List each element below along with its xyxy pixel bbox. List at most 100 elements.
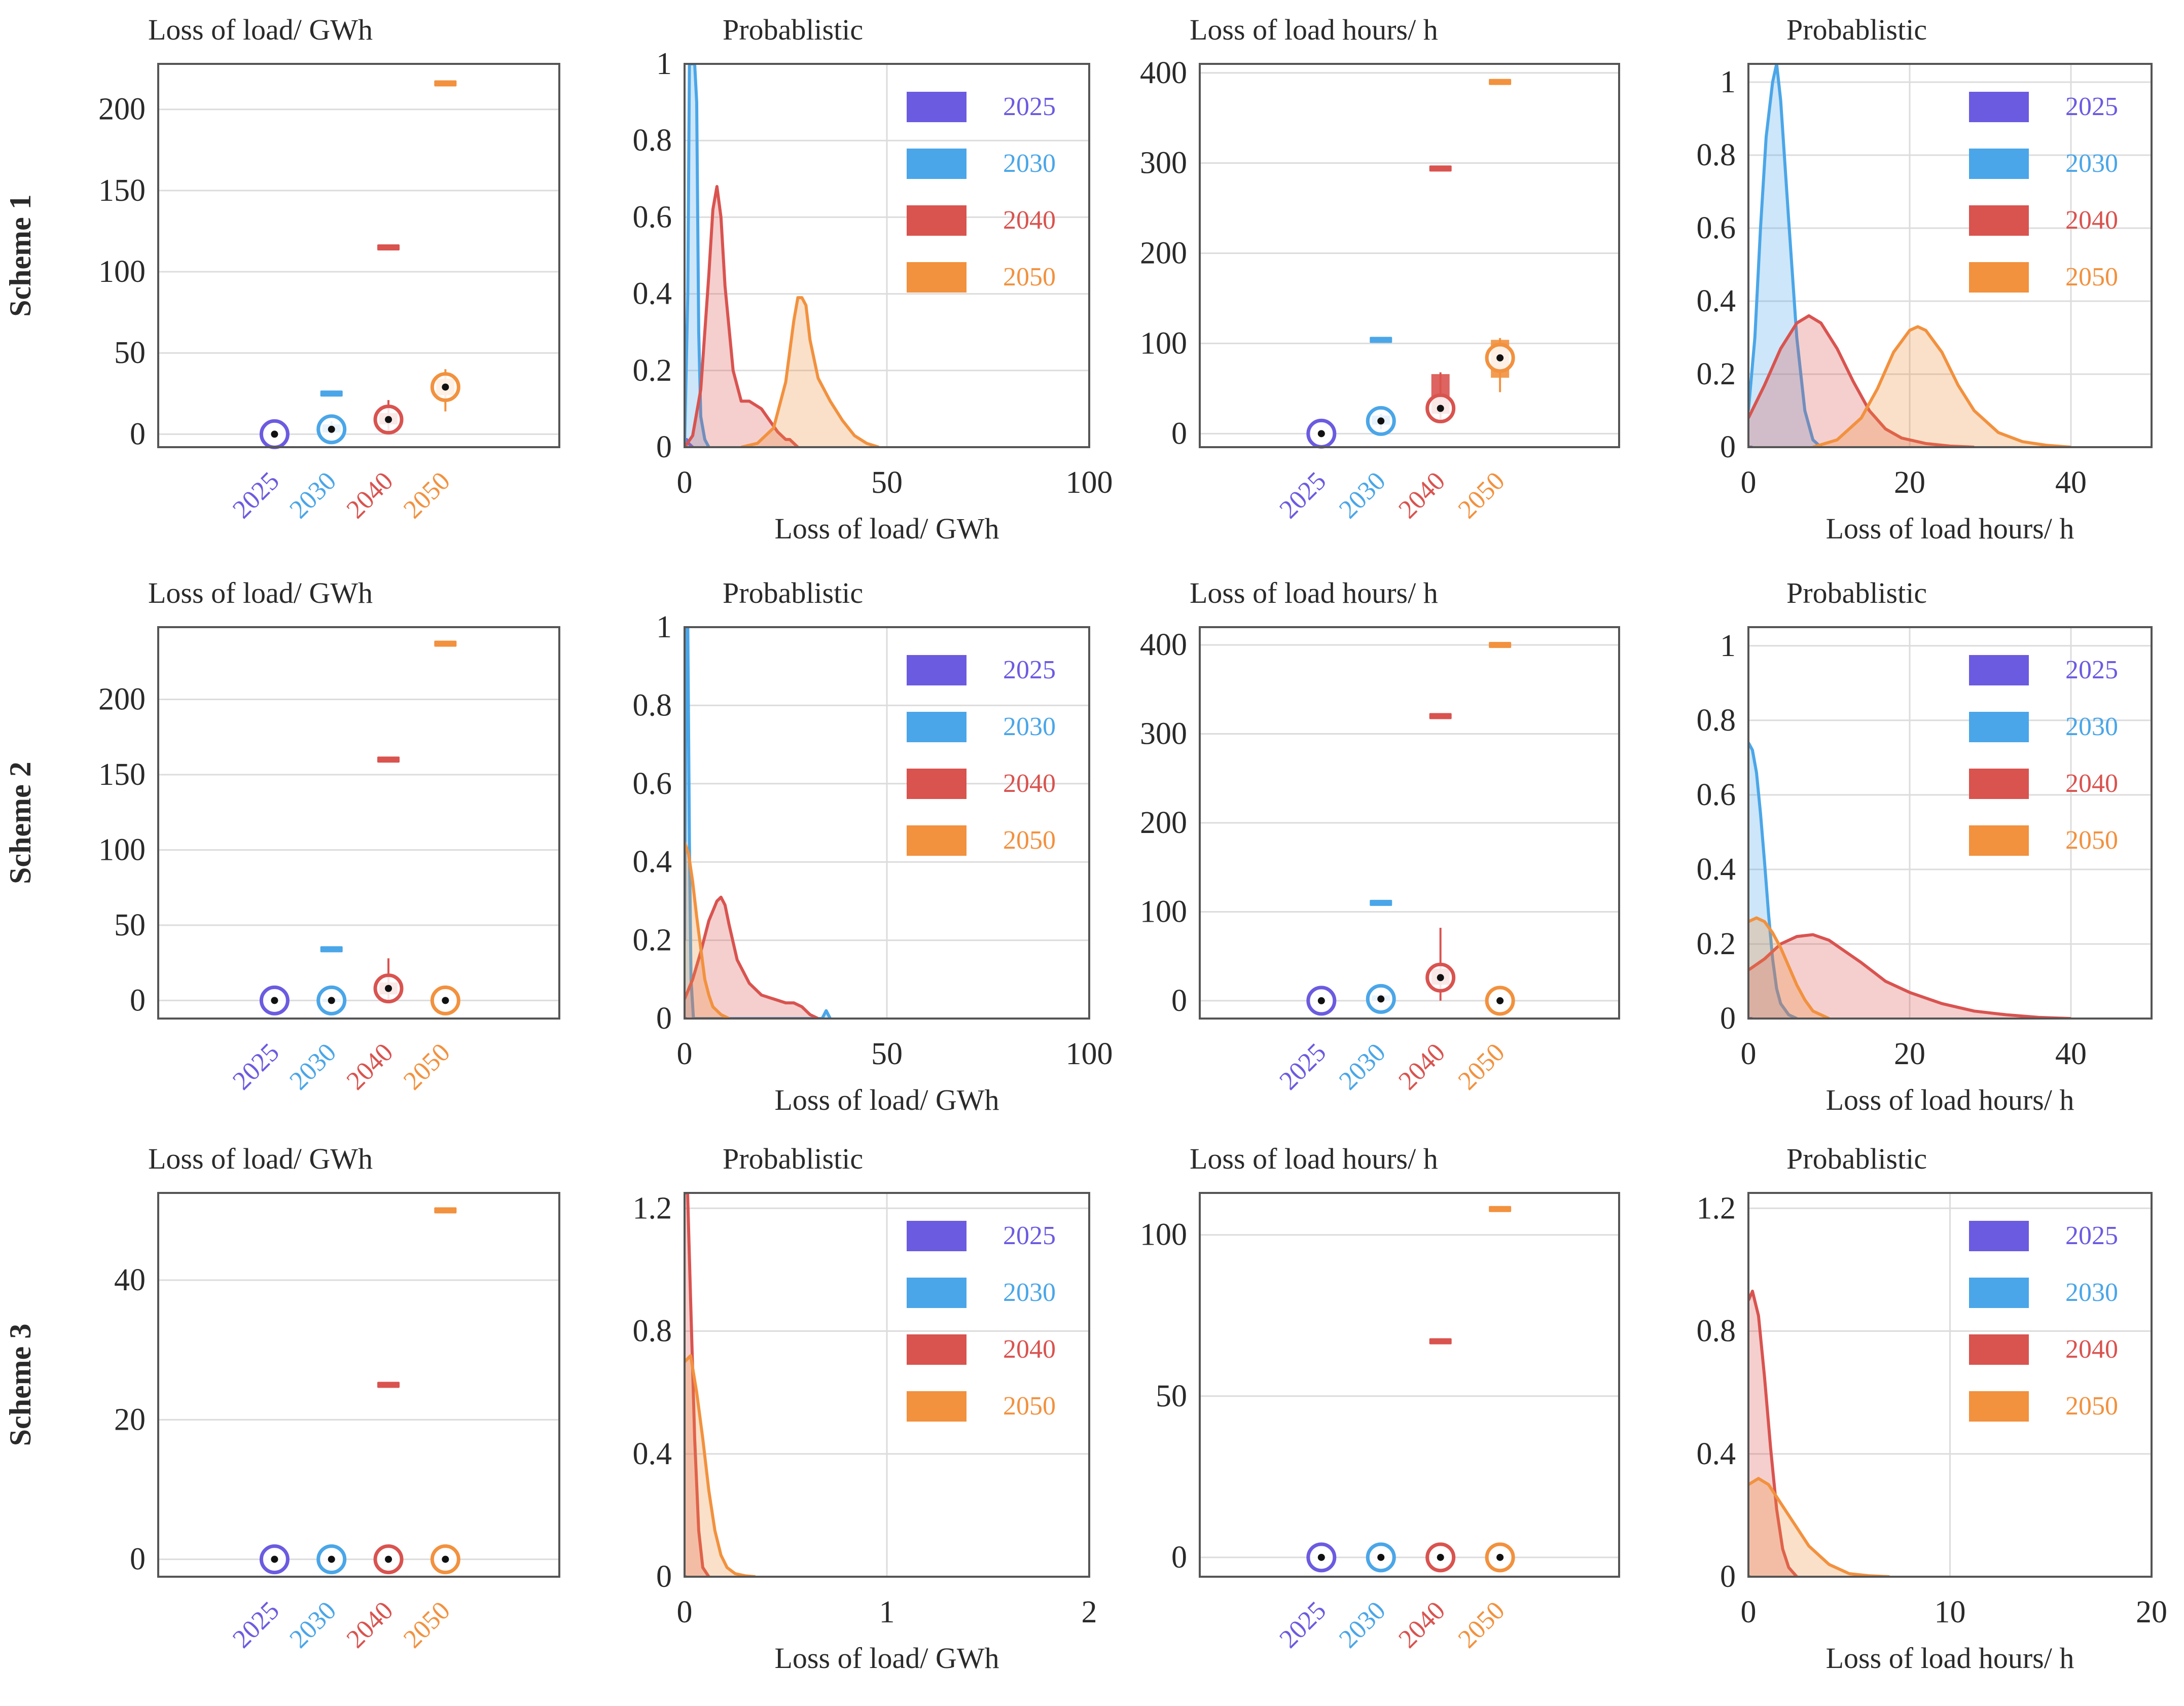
row-label: Scheme 2 — [4, 761, 37, 884]
y-tick-label: 0.2 — [1697, 927, 1736, 961]
box-2050 — [430, 1207, 460, 1575]
x-tick-label: 0 — [677, 465, 693, 500]
x-tick-label: 0 — [677, 1037, 693, 1071]
y-tick-label: 0.4 — [1697, 284, 1736, 318]
x-category-label: 2040 — [341, 466, 399, 524]
y-tick-label: 40 — [114, 1263, 146, 1297]
plot-frame — [684, 1192, 1090, 1578]
plot-frame — [684, 626, 1090, 1020]
y-tick-label: 300 — [1140, 717, 1187, 751]
median-dot — [1317, 997, 1325, 1004]
x-category-label: 2030 — [284, 1038, 342, 1096]
outlier-marker — [377, 1382, 400, 1388]
legend: 2025 2030 2040 2050 — [1969, 655, 2118, 856]
box-2050 — [430, 640, 460, 1015]
x-tick-label: 40 — [2055, 465, 2087, 500]
density-line-2040 — [1748, 1289, 1798, 1577]
outlier-marker — [1489, 642, 1512, 648]
legend: 2025 2030 2040 2050 — [907, 1221, 1056, 1422]
legend-swatch-2040 — [1969, 769, 2029, 799]
y-tick-label: 0 — [656, 430, 672, 464]
y-tick-label: 0 — [1720, 430, 1736, 464]
x-tick-label: 100 — [1066, 1037, 1113, 1071]
y-tick-label: 0.8 — [633, 1314, 672, 1349]
legend-label: 2050 — [2065, 263, 2118, 292]
median-dot — [271, 1555, 278, 1563]
y-tick-label: 0.8 — [1697, 703, 1736, 738]
box-2040 — [373, 244, 404, 435]
y-tick-label: 300 — [1140, 146, 1187, 180]
y-tick-label: 0.6 — [1697, 778, 1736, 812]
x-category-label: 2050 — [398, 1596, 456, 1654]
density-line-2040 — [685, 895, 819, 1019]
y-tick-label: 0.4 — [633, 1437, 672, 1471]
outlier-marker — [1489, 79, 1512, 85]
y-tick-label: 100 — [98, 255, 146, 289]
density-area-2050 — [685, 842, 729, 1019]
outlier-marker — [434, 640, 457, 647]
x-tick-label: 10 — [1935, 1595, 1966, 1629]
x-category-label: 2030 — [1334, 466, 1391, 524]
box-2025 — [259, 419, 290, 449]
legend-swatch-2030 — [907, 149, 966, 179]
y-tick-label: 1 — [656, 47, 672, 81]
x-category-label: 2040 — [1393, 466, 1451, 524]
y-tick-label: 0 — [130, 1542, 146, 1577]
plot-frame — [1199, 626, 1620, 1020]
y-tick-label: 0 — [1720, 1559, 1736, 1594]
legend-swatch-2040 — [907, 205, 966, 236]
median-dot — [385, 416, 392, 423]
median-dot — [1496, 354, 1504, 361]
panel-s3-pdf-loh: Probablistic 0 0.4 0.8 1.2 0 10 20 Loss of load … — [1697, 1142, 2168, 1675]
density-area-2040 — [1748, 1291, 1797, 1577]
y-tick-label: 100 — [1140, 894, 1187, 929]
y-tick-label: 0 — [130, 417, 146, 451]
median-dot — [328, 425, 335, 433]
median-dot — [1437, 405, 1444, 412]
series-group — [1748, 1289, 1890, 1577]
legend-swatch-2030 — [907, 712, 966, 742]
density-area-2050 — [1813, 326, 2071, 447]
legend-swatch-2030 — [1969, 149, 2029, 179]
panel-s2-pdf-lol: Probablistic 0 0.2 0.4 0.6 0.8 1 0 50 100 Loss of … — [633, 576, 1113, 1116]
y-tick-label: 50 — [114, 336, 146, 370]
x-category-label: 2050 — [398, 1038, 456, 1096]
y-tick-label: 0 — [656, 1559, 672, 1594]
density-line-2050 — [685, 842, 730, 1019]
y-tick-label: 0.4 — [1697, 1437, 1736, 1471]
legend-label: 2040 — [2065, 1335, 2118, 1364]
legend-swatch-2050 — [907, 262, 966, 293]
legend-label: 2050 — [1003, 263, 1056, 292]
legend-swatch-2050 — [1969, 825, 2029, 856]
median-dot — [1377, 995, 1385, 1003]
x-axis-label: Loss of load hours/ h — [1826, 1642, 2074, 1675]
x-category-label: 2030 — [284, 1596, 342, 1654]
density-line-2050 — [1748, 1477, 1890, 1577]
median-dot — [1317, 430, 1325, 438]
y-tick-label: 0.4 — [1697, 852, 1736, 887]
density-line-2050 — [1812, 325, 2071, 447]
median-dot — [1377, 417, 1385, 425]
y-tick-label: 1 — [1720, 65, 1736, 99]
box-2050 — [1485, 642, 1515, 1016]
legend-swatch-2030 — [1969, 1278, 2029, 1308]
median-dot — [1317, 1553, 1325, 1561]
median-dot — [1437, 1553, 1444, 1561]
y-tick-label: 0 — [130, 983, 146, 1018]
legend-swatch-2040 — [907, 769, 966, 799]
density-area-2050 — [685, 1355, 756, 1577]
plot-frame — [1747, 626, 2153, 1020]
box-2025 — [1306, 1542, 1337, 1573]
legend-label: 2025 — [1003, 656, 1056, 684]
density-area-2050 — [741, 298, 879, 447]
x-category-label: 2040 — [1393, 1596, 1451, 1654]
box-2030 — [1366, 337, 1396, 436]
density-area-2030 — [1748, 742, 1797, 1019]
legend-swatch-2025 — [1969, 1221, 2029, 1251]
density-line-2040 — [685, 185, 799, 447]
legend-label: 2030 — [1003, 149, 1056, 178]
box-2025 — [259, 1544, 290, 1575]
box-2025 — [1306, 418, 1337, 449]
